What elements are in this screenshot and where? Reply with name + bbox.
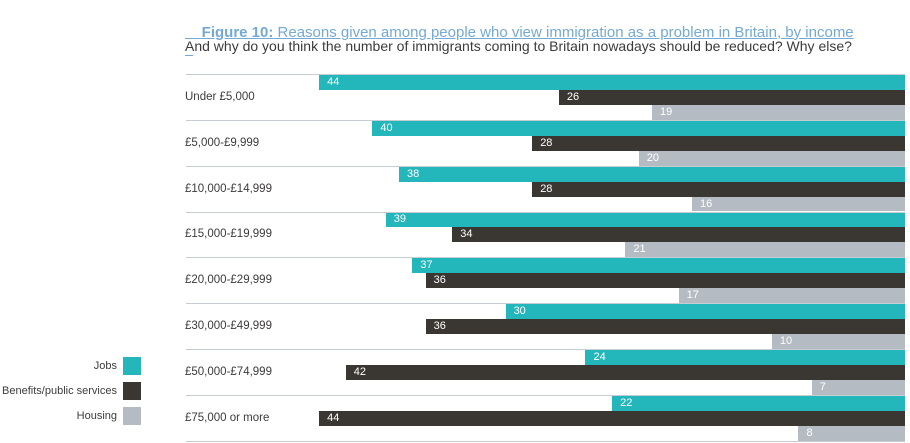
- legend-swatch-housing: [123, 407, 141, 425]
- bar-value-label: 28: [540, 136, 553, 149]
- legend-item-benefits: Benefits/public services: [0, 382, 141, 400]
- row-separator: [186, 165, 905, 167]
- chart-group: £75,000 or more 22 44 8: [0, 394, 910, 441]
- bar-housing: 17: [678, 288, 905, 304]
- row-separator: [186, 119, 905, 121]
- bar-value-label: 39: [393, 213, 406, 226]
- bar-benefits: 26: [558, 89, 905, 105]
- category-label: £30,000-£49,999: [185, 320, 272, 333]
- chart-group: £30,000-£49,999 30 36 10: [0, 303, 910, 350]
- bar-benefits: 36: [425, 273, 905, 289]
- row-separator: [186, 349, 905, 351]
- figure-number-label: Figure 10:: [201, 24, 274, 41]
- bar-value-label: 40: [380, 121, 393, 134]
- bar-jobs: 24: [585, 350, 905, 365]
- category-label: £5,000-£9,999: [185, 136, 260, 149]
- bar-value-label: 44: [327, 411, 340, 424]
- legend-item-housing: Housing: [0, 407, 141, 425]
- chart-group: £20,000-£29,999 37 36 17: [0, 257, 910, 304]
- row-separator: [186, 440, 905, 442]
- bar-benefits: 42: [345, 365, 905, 380]
- legend-label-benefits: Benefits/public services: [2, 385, 117, 397]
- bar-value-label: 22: [620, 396, 633, 409]
- bar-value-label: 19: [660, 105, 673, 118]
- legend-swatch-jobs: [123, 357, 141, 375]
- chart-group: Under £5,000 44 26 19: [0, 74, 910, 120]
- row-separator: [186, 257, 905, 259]
- bar-housing: 19: [652, 104, 905, 120]
- bar-value-label: 34: [460, 228, 473, 241]
- row-separator: [186, 74, 905, 75]
- chart-group: £50,000-£74,999 24 42 7: [0, 349, 910, 395]
- bar-value-label: 10: [779, 335, 793, 348]
- bar-value-label: 36: [433, 320, 446, 333]
- row-separator: [186, 394, 905, 396]
- figure-title[interactable]: Figure 10: Reasons given among people wh…: [185, 7, 854, 58]
- category-label: Under £5,000: [185, 90, 255, 103]
- bar-housing: 16: [691, 196, 905, 212]
- bar-benefits: 44: [319, 410, 905, 426]
- bar-benefits: 34: [452, 227, 905, 243]
- row-separator: [186, 211, 905, 213]
- legend-swatch-benefits: [123, 382, 141, 400]
- chart-group: £10,000-£14,999 38 28 16: [0, 165, 910, 212]
- category-label: £20,000-£29,999: [185, 274, 272, 287]
- bar-value-label: 42: [353, 365, 367, 378]
- bar-value-label: 30: [513, 305, 526, 318]
- bar-housing: 8: [798, 425, 905, 441]
- figure-title-text: Reasons given among people who view immi…: [273, 24, 854, 41]
- bar-value-label: 8: [806, 426, 813, 439]
- category-label: £15,000-£19,999: [185, 228, 272, 241]
- survey-question: And why do you think the number of immig…: [185, 38, 852, 54]
- bar-benefits: 36: [425, 319, 905, 335]
- bar-jobs: 39: [385, 212, 905, 228]
- bar-housing: 10: [771, 334, 905, 350]
- bar-housing: 7: [811, 379, 905, 395]
- category-label: £50,000-£74,999: [185, 366, 272, 379]
- bar-value-label: 21: [633, 243, 646, 256]
- bar-jobs: 44: [319, 75, 905, 90]
- chart-group: £5,000-£9,999 40 28 20: [0, 119, 910, 166]
- legend-label-jobs: Jobs: [93, 360, 117, 372]
- bar-value-label: 17: [686, 289, 699, 302]
- legend-label-housing: Housing: [76, 410, 117, 422]
- bar-housing: 21: [625, 242, 905, 258]
- bar-value-label: 7: [819, 380, 826, 393]
- bar-housing: 20: [638, 150, 905, 166]
- bar-value-label: 20: [646, 151, 659, 164]
- legend-item-jobs: Jobs: [0, 357, 141, 375]
- bar-jobs: 38: [399, 166, 905, 182]
- category-label: £10,000-£14,999: [185, 182, 272, 195]
- row-separator: [186, 303, 905, 305]
- bar-jobs: 37: [412, 258, 905, 274]
- bar-jobs: 30: [505, 304, 905, 320]
- category-label: £75,000 or more: [185, 411, 270, 424]
- bar-value-label: 16: [699, 197, 713, 210]
- bar-jobs: 22: [612, 395, 905, 411]
- bar-value-label: 36: [433, 274, 446, 287]
- bar-value-label: 26: [566, 90, 580, 103]
- bar-value-label: 37: [420, 259, 433, 272]
- bar-value-label: 38: [407, 167, 420, 180]
- bar-jobs: 40: [372, 120, 905, 136]
- bar-benefits: 28: [532, 181, 905, 197]
- chart-group: £15,000-£19,999 39 34 21: [0, 211, 910, 258]
- bar-value-label: 28: [540, 182, 553, 195]
- bar-value-label: 24: [593, 351, 606, 364]
- bar-benefits: 28: [532, 135, 905, 151]
- bar-value-label: 44: [327, 75, 340, 88]
